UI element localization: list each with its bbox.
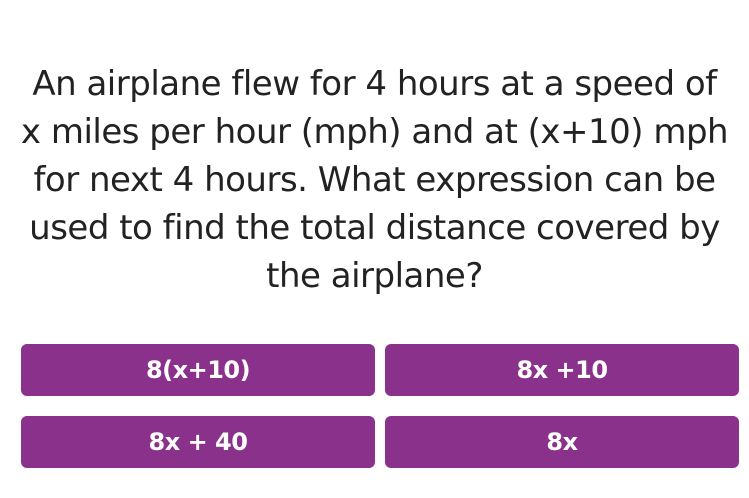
answer-option-1[interactable]: 8(x+10) [21, 344, 375, 396]
answer-option-4[interactable]: 8x [385, 416, 739, 468]
question-line: x miles per hour (mph) and at (x+10) mph [20, 112, 729, 152]
question-line: for next 4 hours. What expression can be [33, 160, 716, 200]
question-line: An airplane flew for 4 hours at a speed … [32, 64, 717, 104]
question-text: An airplane flew for 4 hours at a speed … [0, 60, 749, 300]
answer-option-3[interactable]: 8x + 40 [21, 416, 375, 468]
question-line: used to find the total distance covered … [29, 208, 720, 248]
question-line: the airplane? [266, 256, 483, 296]
answer-option-2[interactable]: 8x +10 [385, 344, 739, 396]
